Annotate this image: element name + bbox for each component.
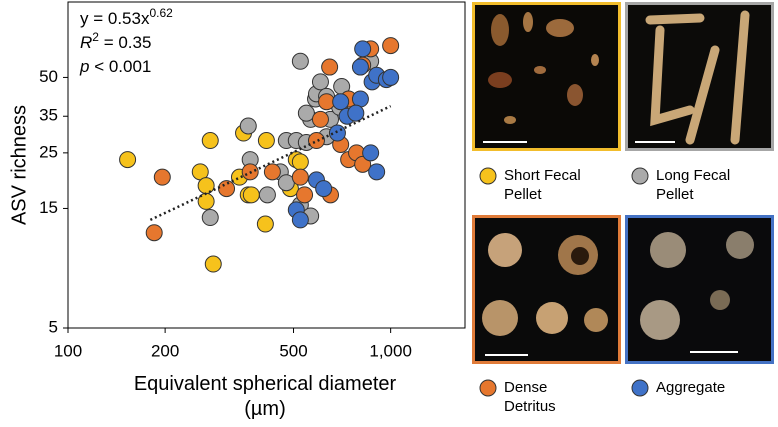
point bbox=[291, 52, 309, 70]
point bbox=[382, 68, 400, 86]
point bbox=[204, 255, 222, 273]
annotation: R2 = 0.35 bbox=[80, 30, 151, 52]
legend-label: Long Fecal Pellet bbox=[656, 167, 731, 203]
legend-label: Aggregate bbox=[656, 379, 726, 396]
annotation: y = 0.53x0.62 bbox=[80, 6, 173, 28]
annotation-text: 2 bbox=[92, 30, 99, 44]
annotation-text: y = 0.53x bbox=[80, 9, 150, 28]
x-tick-label: 500 bbox=[279, 341, 307, 360]
trend-line bbox=[149, 105, 392, 222]
point bbox=[291, 211, 309, 229]
x-tick-label: 200 bbox=[151, 341, 179, 360]
photo-panel bbox=[625, 2, 774, 151]
annotation-text: 0.62 bbox=[149, 6, 173, 20]
point bbox=[197, 177, 215, 195]
point bbox=[382, 37, 400, 55]
point bbox=[351, 58, 369, 76]
point bbox=[297, 104, 315, 122]
photo-panel bbox=[472, 2, 621, 151]
point bbox=[347, 104, 365, 122]
legend-marker bbox=[631, 167, 649, 185]
point bbox=[145, 224, 163, 242]
point bbox=[257, 132, 275, 150]
x-tick-label: 1,000 bbox=[369, 341, 412, 360]
point bbox=[201, 132, 219, 150]
point bbox=[368, 163, 386, 181]
annotation-text: < 0.001 bbox=[89, 57, 151, 76]
x-tick-label: 100 bbox=[54, 341, 82, 360]
point bbox=[351, 90, 369, 108]
y-axis-label: ASV richness bbox=[8, 105, 30, 225]
legend-label: Dense Detritus bbox=[504, 379, 556, 415]
point bbox=[311, 73, 329, 91]
point bbox=[153, 168, 171, 186]
photo-panel bbox=[472, 215, 621, 364]
point bbox=[321, 58, 339, 76]
x-axis-label: Equivalent spherical diameter (µm) bbox=[133, 373, 397, 420]
legend-marker bbox=[631, 379, 649, 397]
annotation-text: R bbox=[80, 33, 92, 52]
point bbox=[263, 163, 281, 181]
point bbox=[201, 209, 219, 227]
annotation-text: p bbox=[79, 57, 89, 76]
point bbox=[119, 151, 137, 169]
legend-marker bbox=[479, 167, 497, 185]
point bbox=[311, 110, 329, 128]
y-tick-label: 5 bbox=[49, 317, 58, 336]
point bbox=[291, 168, 309, 186]
point bbox=[362, 144, 380, 162]
annotation: p < 0.001 bbox=[79, 57, 151, 76]
point bbox=[315, 180, 333, 198]
annotation-text: = 0.35 bbox=[99, 33, 151, 52]
photo-panel bbox=[625, 215, 774, 364]
y-tick-label: 35 bbox=[39, 106, 58, 125]
point bbox=[332, 93, 350, 111]
point bbox=[307, 132, 325, 150]
point bbox=[218, 180, 236, 198]
point bbox=[258, 186, 276, 204]
point bbox=[242, 186, 260, 204]
plot-frame bbox=[67, 1, 466, 329]
point bbox=[296, 186, 314, 204]
point bbox=[256, 215, 274, 233]
legend-label: Short Fecal Pellet bbox=[504, 167, 581, 203]
legend-marker bbox=[479, 379, 497, 397]
point bbox=[239, 117, 257, 135]
point bbox=[354, 40, 372, 58]
point bbox=[291, 153, 309, 171]
y-tick-label: 50 bbox=[39, 67, 58, 86]
y-tick-label: 25 bbox=[39, 142, 58, 161]
y-tick-label: 15 bbox=[39, 198, 58, 217]
